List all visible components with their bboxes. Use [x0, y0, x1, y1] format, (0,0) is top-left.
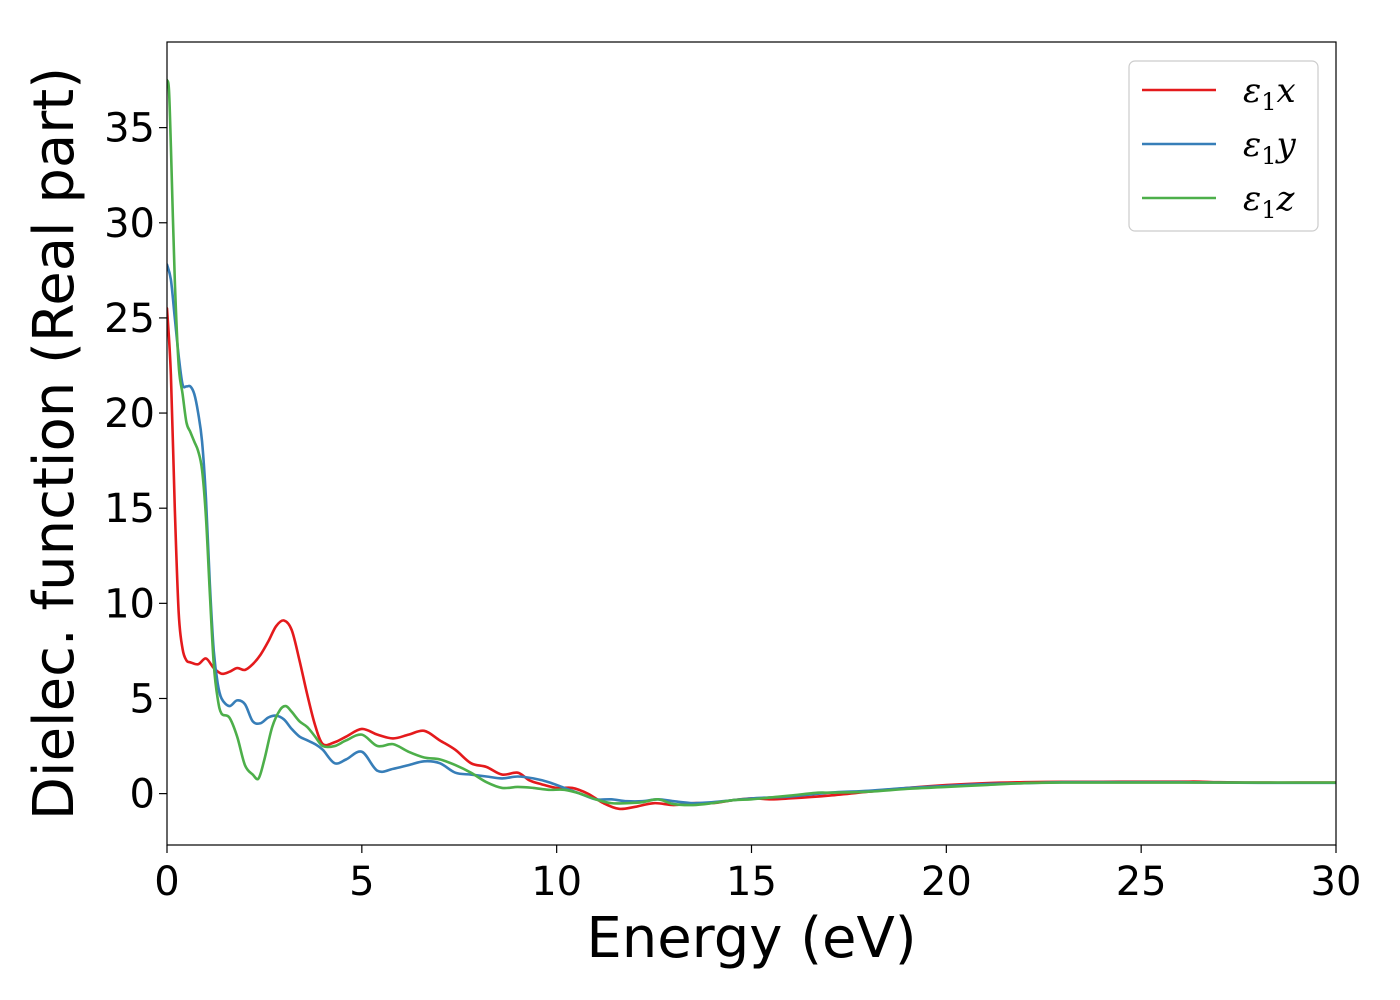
- legend-box: [1128, 60, 1319, 232]
- y-tick-label-10: 10: [104, 581, 155, 627]
- y-tick-label-15: 15: [104, 486, 155, 532]
- x-tick-label-0: 0: [154, 859, 179, 905]
- y-tick-label-0: 0: [130, 772, 155, 818]
- x-tick-label-20: 20: [921, 859, 972, 905]
- x-axis-ticks: 0 5 10 15 20 25 30: [154, 845, 1361, 905]
- x-tick-label-10: 10: [531, 859, 582, 905]
- x-tick-label-30: 30: [1311, 859, 1362, 905]
- y-tick-label-35: 35: [104, 106, 155, 152]
- y-tick-label-20: 20: [104, 391, 155, 437]
- series-line-z: [167, 78, 1336, 807]
- x-tick-label-25: 25: [1116, 859, 1167, 905]
- x-tick-label-5: 5: [349, 859, 374, 905]
- legend-label-y: ε1y: [1243, 125, 1297, 170]
- y-tick-label-25: 25: [104, 296, 155, 342]
- legend-label-z: ε1z: [1243, 179, 1296, 224]
- legend: ε1x ε1y ε1z: [1128, 60, 1319, 232]
- y-axis-ticks: 0 5 10 15 20 25 30 35: [104, 106, 167, 818]
- x-tick-label-15: 15: [726, 859, 777, 905]
- x-axis-label: Energy (eV): [586, 906, 916, 971]
- series-layer: [167, 78, 1336, 811]
- y-tick-label-30: 30: [104, 201, 155, 247]
- y-tick-label-5: 5: [130, 676, 155, 722]
- legend-label-x: ε1x: [1243, 71, 1296, 116]
- y-axis-label: Dielec. function (Real part): [22, 67, 87, 820]
